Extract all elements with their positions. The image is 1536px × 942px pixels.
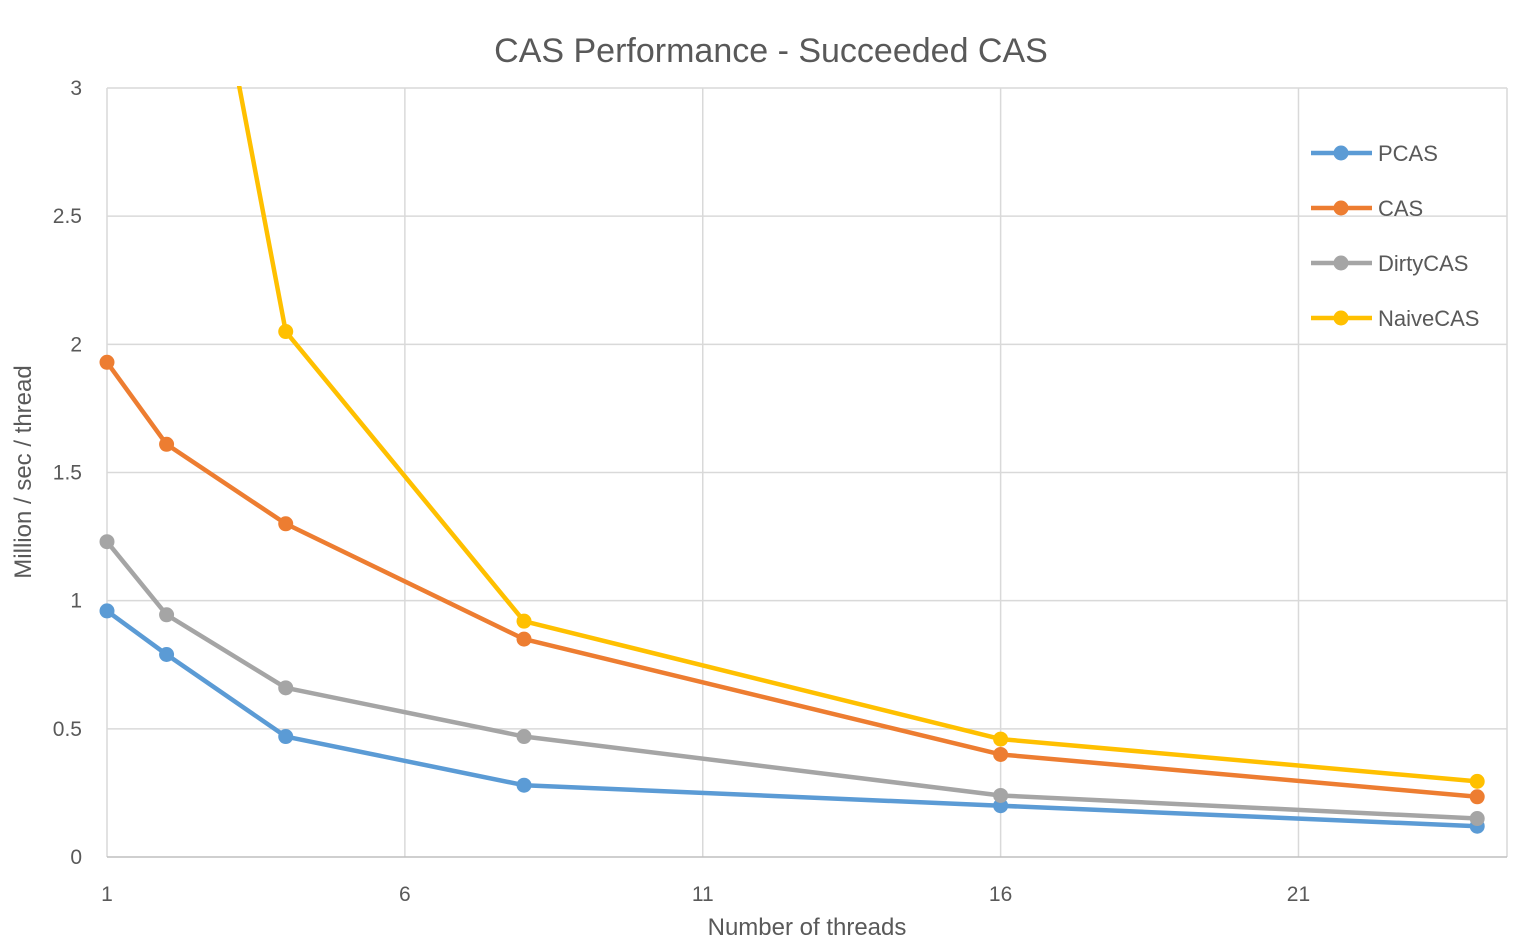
data-point-naivecas: [993, 731, 1009, 747]
legend-marker-pcas: [1333, 145, 1349, 161]
data-point-pcas: [99, 603, 115, 619]
x-tick-label: 16: [989, 883, 1012, 906]
y-axis-ticks: 0 0.5 1 1.5 2 2.5 3: [53, 77, 82, 869]
data-point-cas: [278, 516, 294, 532]
x-tick-label: 21: [1287, 883, 1310, 906]
series-line-pcas: [105, 609, 1478, 829]
x-axis-ticks: 1 6 11 16 21: [101, 883, 1310, 906]
series-line-cas: [105, 360, 1478, 800]
data-point-cas: [1469, 789, 1485, 805]
y-tick-label: 2: [70, 333, 82, 356]
data-point-dirtycas: [516, 729, 532, 745]
data-point-pcas: [278, 729, 294, 745]
x-tick-label: 6: [399, 883, 411, 906]
y-tick-label: 1: [70, 590, 82, 613]
gridlines: [106, 87, 1508, 857]
x-tick-label: 11: [692, 883, 714, 906]
legend-label-dirtycas: DirtyCAS: [1378, 251, 1468, 276]
data-point-naivecas: [278, 324, 294, 340]
data-point-cas: [159, 436, 175, 452]
data-point-pcas: [993, 798, 1009, 814]
data-point-dirtycas: [278, 680, 294, 696]
y-axis-label: Million / sec / thread: [10, 365, 37, 578]
y-tick-label: 0: [70, 846, 82, 869]
data-point-naivecas: [516, 613, 532, 629]
data-point-cas: [516, 631, 532, 647]
legend-marker-cas: [1333, 200, 1349, 216]
data-point-pcas: [159, 646, 175, 662]
x-axis-label: Number of threads: [708, 914, 907, 941]
y-tick-label: 0.5: [53, 718, 82, 741]
legend-marker-dirtycas: [1333, 255, 1349, 271]
series-line-dirtycas: [105, 540, 1478, 821]
x-tick-label: 1: [101, 883, 113, 906]
y-tick-label: 3: [70, 77, 82, 100]
data-point-dirtycas: [993, 787, 1009, 803]
plot-markers: [99, 324, 1485, 834]
legend-label-pcas: PCAS: [1378, 141, 1438, 166]
y-tick-label: 2.5: [53, 205, 82, 228]
series-line-naivecas: [236, 86, 1478, 784]
data-point-cas: [993, 746, 1009, 762]
data-point-naivecas: [1469, 773, 1485, 789]
chart-title: CAS Performance - Succeeded CAS: [494, 32, 1048, 70]
legend-marker-naivecas: [1333, 310, 1349, 326]
data-point-pcas: [516, 777, 532, 793]
legend: PCAS CAS DirtyCAS NaiveCAS: [1311, 141, 1479, 331]
data-point-dirtycas: [159, 607, 175, 623]
plot-area: [105, 86, 1478, 829]
legend-label-cas: CAS: [1378, 196, 1423, 221]
data-point-dirtycas: [99, 534, 115, 550]
data-point-cas: [99, 354, 115, 370]
y-tick-label: 1.5: [53, 462, 82, 485]
legend-label-naivecas: NaiveCAS: [1378, 306, 1479, 331]
data-point-dirtycas: [1469, 811, 1485, 827]
